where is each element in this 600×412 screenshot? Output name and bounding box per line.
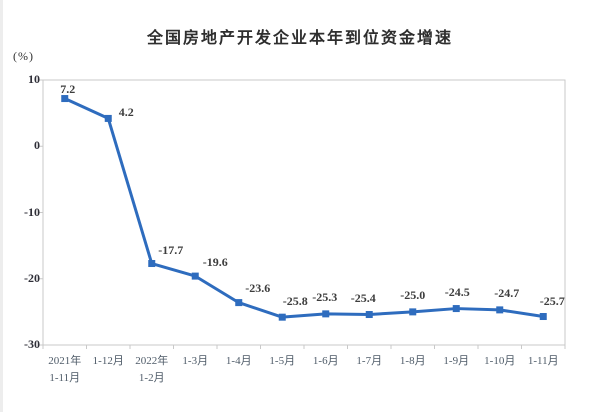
y-axis-unit-label: (%): [13, 49, 34, 63]
data-point-label: 4.2: [118, 105, 134, 120]
data-point-label: -25.4: [350, 290, 376, 305]
data-point-label: -25.3: [312, 289, 338, 304]
data-point-marker: [191, 272, 199, 280]
y-axis-tick-label: 0: [34, 138, 40, 153]
trend-line: [63, 97, 545, 319]
chart-title: 全国房地产开发企业本年到位资金增速: [146, 30, 453, 47]
data-point-label: -19.6: [202, 255, 228, 270]
data-point-marker: [496, 306, 504, 314]
data-point-marker: [61, 95, 69, 103]
y-axis-tick-label: -10: [24, 204, 40, 219]
y-axis-tick-label: -30: [24, 337, 40, 351]
x-axis-tick-label: 1-12月: [92, 355, 124, 367]
data-point-label: -25.0: [400, 287, 426, 302]
data-point-label: -24.7: [494, 285, 520, 300]
data-point-marker: [235, 299, 243, 307]
x-axis-tick-label: 2022年 1-2月: [135, 355, 169, 385]
x-axis-tick-label: 1-7月: [356, 355, 383, 367]
data-point-marker: [539, 313, 547, 321]
data-point-label: -24.5: [444, 284, 470, 299]
x-axis-tick-label: 1-3月: [182, 355, 209, 367]
x-axis-tick-label: 1-11月: [527, 355, 559, 367]
x-axis-tick-label: 1-4月: [225, 355, 252, 367]
x-axis-tick-label: 2021年 1-11月: [48, 355, 82, 385]
y-axis-tick-label: -20: [24, 270, 40, 285]
y-axis-tick-label: 10: [28, 72, 40, 86]
data-point-marker: [278, 313, 286, 321]
data-point-label: 7.2: [60, 81, 76, 96]
data-point-marker: [409, 308, 417, 316]
data-point-marker: [104, 114, 112, 122]
x-axis-tick-label: 1-5月: [269, 355, 296, 367]
data-point-label: -25.7: [539, 293, 565, 308]
x-axis-tick-label: 1-9月: [443, 355, 470, 367]
data-point-label: -25.8: [282, 294, 308, 309]
data-point-marker: [365, 311, 373, 319]
page-left-edge: [0, 0, 3, 412]
data-point-marker: [452, 305, 460, 313]
data-point-marker: [322, 310, 330, 318]
data-point-marker: [148, 260, 156, 268]
x-axis-tick-label: 1-6月: [312, 355, 339, 367]
data-point-label: -17.7: [158, 242, 184, 257]
data-point-label: -23.6: [245, 280, 271, 295]
x-axis-tick-label: 1-8月: [399, 355, 426, 367]
x-axis-tick-label: 1-10月: [484, 355, 516, 367]
